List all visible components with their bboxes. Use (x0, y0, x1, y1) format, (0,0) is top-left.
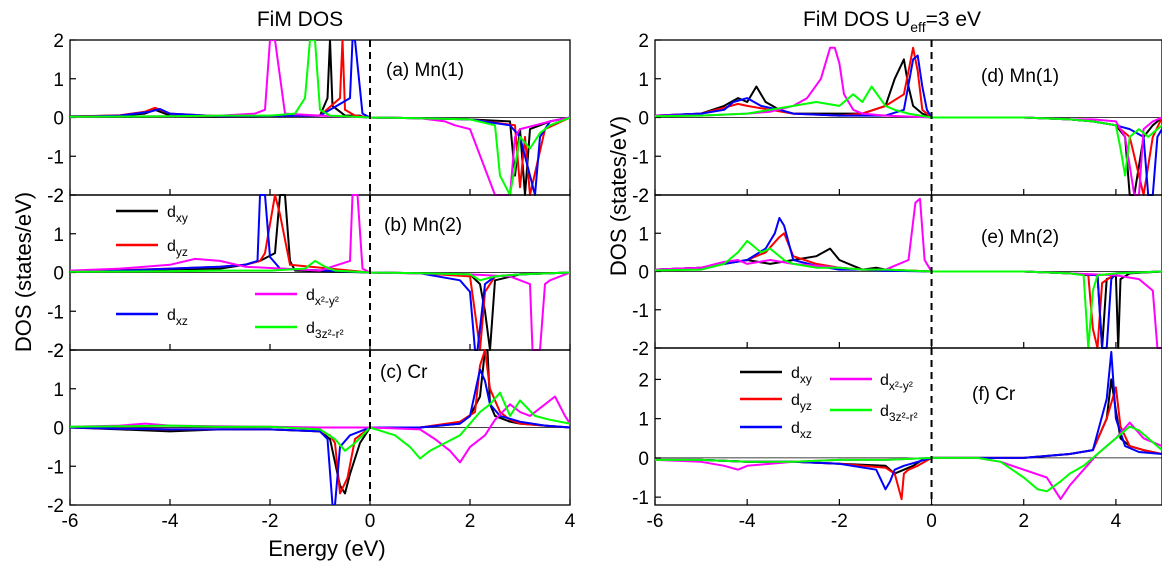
panel-f-cr: -1 0 1 2 -6 -4 -2 0 2 4 (632, 347, 1162, 532)
panel-e-mn2: -2 -1 0 1 2 (632, 186, 1162, 360)
series-line-dxy (70, 349, 570, 495)
y-tick-label: -2 (47, 496, 64, 517)
y-tick-label: 1 (638, 70, 649, 91)
y-tick-label: 0 (53, 109, 64, 130)
series-line-d3z2r2 (655, 239, 1162, 349)
y-tick-label: 2 (53, 31, 64, 52)
legend-dxz-label-right: dxz (791, 420, 812, 441)
x-tick-label: -4 (739, 511, 756, 532)
y-tick-label: -1 (632, 147, 649, 168)
series-line-dxz (655, 54, 1162, 196)
left-legend: dxy dyz dxz dx²-y² d3z²-r² (116, 204, 344, 341)
series-line-dx2y2 (655, 197, 1162, 349)
y-tick-label: -2 (47, 186, 64, 207)
y-tick-label: -1 (47, 302, 64, 323)
panel-d-mn1: -2 -1 0 1 2 (632, 31, 1162, 207)
x-tick-label: -6 (647, 511, 664, 532)
panel-a-mn1: -2 -1 0 1 2 (47, 31, 571, 207)
series-line-dxz (655, 350, 1162, 491)
right-y-axis-label: DOS (states/eV) (606, 116, 631, 276)
y-tick-label: 1 (53, 225, 64, 246)
x-tick-label: -6 (62, 511, 79, 532)
panel-e-label: (e) Mn(2) (981, 227, 1059, 248)
y-tick-label: -1 (632, 301, 649, 322)
left-x-axis-label: Energy (eV) (268, 536, 385, 561)
left-y-axis-label: DOS (states/eV) (11, 192, 36, 352)
y-tick-label: 2 (638, 370, 649, 391)
y-tick-label: 0 (53, 264, 64, 285)
y-tick-label: 1 (53, 70, 64, 91)
y-tick-label: -1 (632, 488, 649, 509)
legend-d3z2r2-label-right: d3z²-r² (880, 403, 918, 424)
y-tick-label: 2 (638, 31, 649, 52)
x-tick-label: 0 (926, 511, 937, 532)
panel-d-label: (d) Mn(1) (981, 66, 1059, 87)
legend-dyz-label: dyz (167, 238, 188, 259)
legend-dx2y2-label: dx²-y² (306, 287, 339, 308)
panel-a-label: (a) Mn(1) (386, 60, 464, 81)
series-line-d3z2r2 (655, 85, 1162, 177)
series-line-d3z2r2 (70, 391, 570, 460)
y-tick-label: -1 (47, 457, 64, 478)
legend-dx2y2-label-right: dx²-y² (880, 372, 913, 393)
y-tick-label: -2 (47, 341, 64, 362)
x-tick-label: 2 (465, 511, 476, 532)
y-tick-label: -2 (632, 339, 649, 360)
y-tick-label: 2 (53, 341, 64, 362)
legend-dxy-label-right: dxy (791, 365, 812, 386)
legend-dxz-label: dxz (167, 307, 188, 328)
x-tick-label: 2 (1018, 511, 1029, 532)
series-group (655, 197, 1162, 349)
y-tick-label: 0 (638, 263, 649, 284)
panel-c-cr: -2 -1 0 1 2 -6 -4 -2 0 2 4 (47, 341, 576, 532)
y-tick-label: 0 (53, 419, 64, 440)
x-tick-label: -4 (162, 511, 179, 532)
series-line-dx2y2 (70, 194, 570, 351)
series-line-dxz (70, 40, 570, 196)
y-tick-label: 1 (638, 224, 649, 245)
y-tick-label: 1 (638, 410, 649, 431)
series-group (655, 350, 1162, 501)
x-tick-label: 0 (365, 511, 376, 532)
series-line-d3z2r2 (70, 259, 570, 282)
series-line-dyz (655, 46, 1162, 196)
plot-frame (654, 347, 1162, 506)
right-figure-title: FiM DOS Ueff=3 eV (803, 8, 981, 35)
series-line-dxz (655, 217, 1162, 349)
left-figure-title: FiM DOS (257, 8, 343, 31)
panel-f-label: (f) Cr (972, 384, 1016, 405)
y-tick-label: 2 (53, 186, 64, 207)
y-tick-label: 1 (53, 380, 64, 401)
series-line-dxz (70, 368, 570, 505)
series-line-d3z2r2 (655, 425, 1162, 493)
y-tick-label: -1 (47, 147, 64, 168)
x-tick-label: -2 (262, 511, 279, 532)
series-line-dyz (70, 349, 570, 495)
x-tick-label: 4 (1111, 511, 1122, 532)
series-line-dxz (70, 194, 570, 351)
panel-b-label: (b) Mn(2) (384, 215, 462, 236)
y-tick-label: -2 (632, 186, 649, 207)
legend-d3z2r2-label: d3z²-r² (306, 320, 344, 341)
y-tick-label: 0 (638, 449, 649, 470)
x-tick-label: 4 (565, 511, 576, 532)
x-tick-label: -2 (831, 511, 848, 532)
legend-dyz-label-right: dyz (791, 392, 812, 413)
right-legend: dxy dyz dxz dx²-y² d3z²-r² (740, 365, 918, 441)
panel-c-label: (c) Cr (380, 362, 428, 383)
series-group (70, 194, 570, 351)
series-line-dyz (655, 386, 1162, 501)
legend-dxy-label: dxy (167, 204, 188, 225)
y-tick-label: 2 (638, 186, 649, 207)
series-group (655, 46, 1162, 196)
y-tick-label: 0 (638, 109, 649, 130)
series-line-dyz (655, 232, 1162, 349)
